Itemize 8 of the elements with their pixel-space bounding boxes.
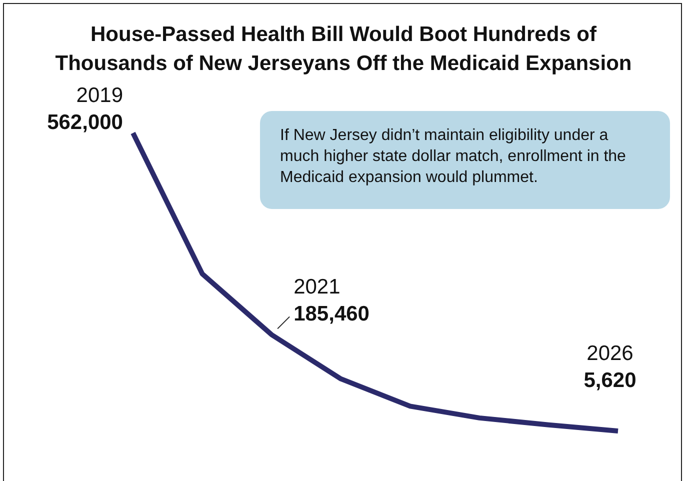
- annotation: 2021: [294, 276, 340, 299]
- data-label: 5,620: [584, 369, 636, 392]
- text: 2019: [76, 84, 123, 107]
- callout-box: If New Jersey didn’t maintain eligibility under a much higher state dollar match, enrollment in the Medicaid expansion would plummet.: [260, 111, 670, 209]
- data-label: 562,000: [47, 111, 123, 134]
- chart-title: House-Passed Health Bill Would Boot Hundreds of Thousands of New Jerseyans Off the Medicaid Expansion: [54, 22, 633, 77]
- annotation: 2026: [586, 342, 634, 365]
- data-label: 185,460: [294, 302, 370, 326]
